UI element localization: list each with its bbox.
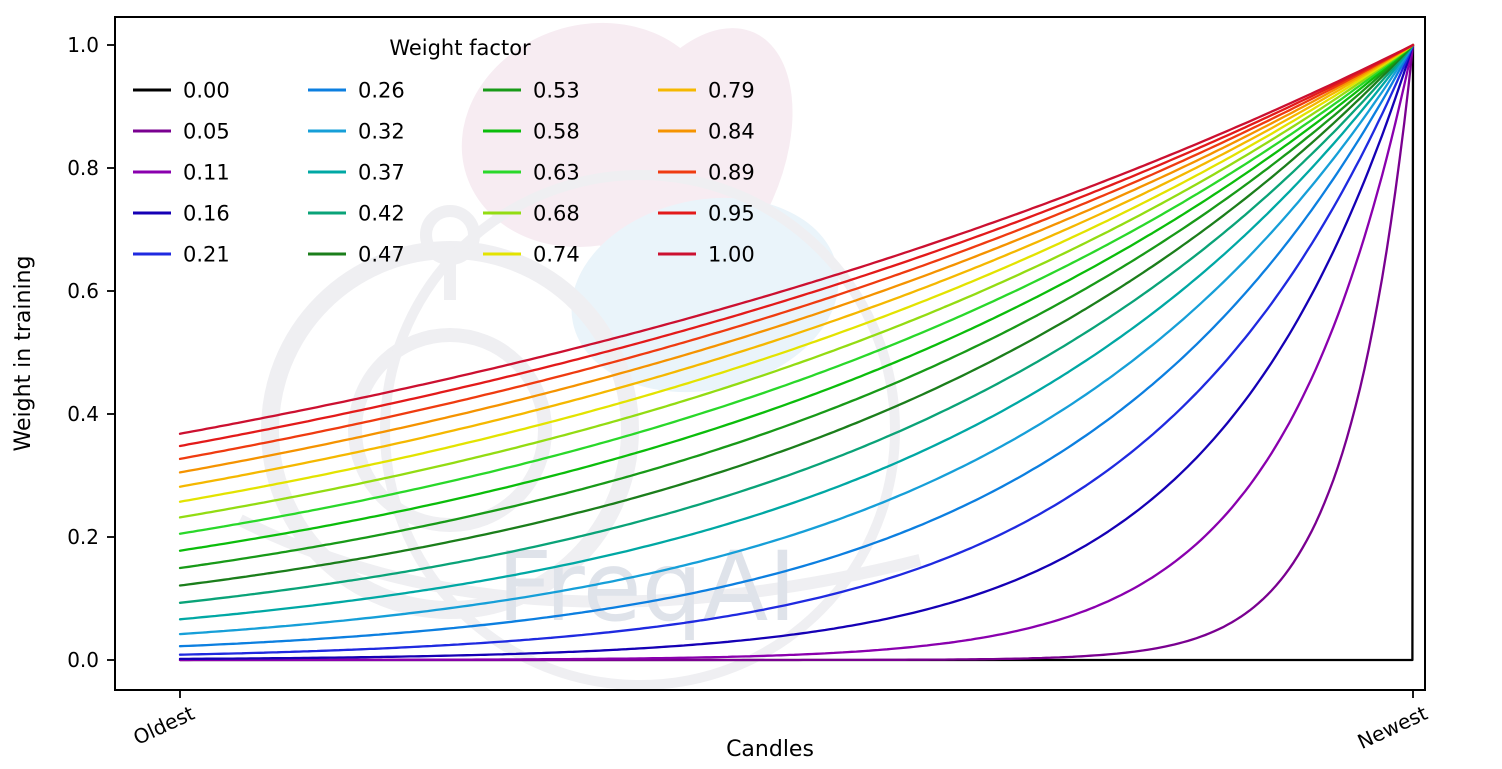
plot-border xyxy=(114,16,1426,691)
legend-label: 0.32 xyxy=(358,120,405,144)
legend-item: 0.16 xyxy=(133,202,230,226)
legend-item: 0.00 xyxy=(133,79,230,103)
curve-0.11 xyxy=(178,43,1415,662)
curve-0.79 xyxy=(178,43,1415,488)
legend-item: 0.11 xyxy=(133,161,230,185)
watermark-logo-outer-arc xyxy=(380,170,900,689)
curve-0.74 xyxy=(178,43,1415,503)
y-tick-label: 0.4 xyxy=(67,402,99,426)
legend-item: 0.63 xyxy=(483,161,580,185)
curve-0.58 xyxy=(178,43,1415,552)
curve-0.89 xyxy=(178,43,1415,461)
curve-0.68 xyxy=(178,43,1415,519)
y-axis-label: Weight in training xyxy=(11,256,36,452)
legend-label: 0.84 xyxy=(708,120,755,144)
legend-item: 0.47 xyxy=(308,243,405,267)
legend-label: 0.74 xyxy=(533,243,580,267)
x-axis-label: Candles xyxy=(726,737,814,762)
legend-label: 0.47 xyxy=(358,243,405,267)
curve-0.26 xyxy=(178,43,1415,648)
curve-0.42 xyxy=(178,43,1415,604)
legend-label: 0.68 xyxy=(533,202,580,226)
legend-label: 0.05 xyxy=(183,120,230,144)
legend-item: 0.68 xyxy=(483,202,580,226)
curve-0.37 xyxy=(178,43,1415,621)
curve-0.21 xyxy=(178,43,1415,656)
y-tick-label: 0.6 xyxy=(67,279,99,303)
legend-label: 0.37 xyxy=(358,161,405,185)
legend-label: 0.95 xyxy=(708,202,755,226)
curve-0.47 xyxy=(178,43,1415,587)
legend-item: 0.74 xyxy=(483,243,580,267)
curve-0.84 xyxy=(178,43,1415,474)
legend: Weight factor 0.00 0.05 0.11 0.16 0.21 0.26 0.3… xyxy=(133,36,755,267)
legend-label: 0.21 xyxy=(183,243,230,267)
legend-item: 0.37 xyxy=(308,161,405,185)
legend-item: 0.42 xyxy=(308,202,405,226)
curve-0.53 xyxy=(178,43,1415,570)
curves xyxy=(178,43,1415,662)
legend-item: 0.21 xyxy=(133,243,230,267)
legend-label: 0.79 xyxy=(708,79,755,103)
legend-label: 0.53 xyxy=(533,79,580,103)
curve-0.32 xyxy=(178,43,1415,636)
y-axis: 0.0 0.2 0.4 0.6 0.8 1.0 xyxy=(67,33,115,672)
watermark-logo-arc xyxy=(237,514,922,608)
legend-label: 1.00 xyxy=(708,243,755,267)
legend-label: 0.42 xyxy=(358,202,405,226)
y-tick-label: 0.0 xyxy=(67,648,99,672)
legend-label: 0.11 xyxy=(183,161,230,185)
legend-label: 0.63 xyxy=(533,161,580,185)
legend-item: 0.79 xyxy=(658,79,755,103)
legend-item: 0.58 xyxy=(483,120,580,144)
legend-item: 0.05 xyxy=(133,120,230,144)
legend-label: 0.16 xyxy=(183,202,230,226)
legend-title: Weight factor xyxy=(389,36,531,60)
curve-0.16 xyxy=(178,43,1415,661)
y-tick-label: 0.2 xyxy=(67,525,99,549)
watermark-logo-inner-ring xyxy=(348,328,552,532)
y-tick-label: 1.0 xyxy=(67,33,99,57)
curve-0.95 xyxy=(178,43,1415,448)
curve-1.00 xyxy=(178,43,1415,435)
legend-label: 0.26 xyxy=(358,79,405,103)
curve-0.63 xyxy=(178,43,1415,535)
legend-label: 0.58 xyxy=(533,120,580,144)
y-tick-label: 0.8 xyxy=(67,156,99,180)
legend-item: 0.95 xyxy=(658,202,755,226)
legend-item: 0.84 xyxy=(658,120,755,144)
legend-label: 0.89 xyxy=(708,161,755,185)
legend-item: 0.89 xyxy=(658,161,755,185)
legend-item: 1.00 xyxy=(658,243,755,267)
legend-item: 0.53 xyxy=(483,79,580,103)
legend-label: 0.00 xyxy=(183,79,230,103)
legend-item: 0.26 xyxy=(308,79,405,103)
legend-item: 0.32 xyxy=(308,120,405,144)
